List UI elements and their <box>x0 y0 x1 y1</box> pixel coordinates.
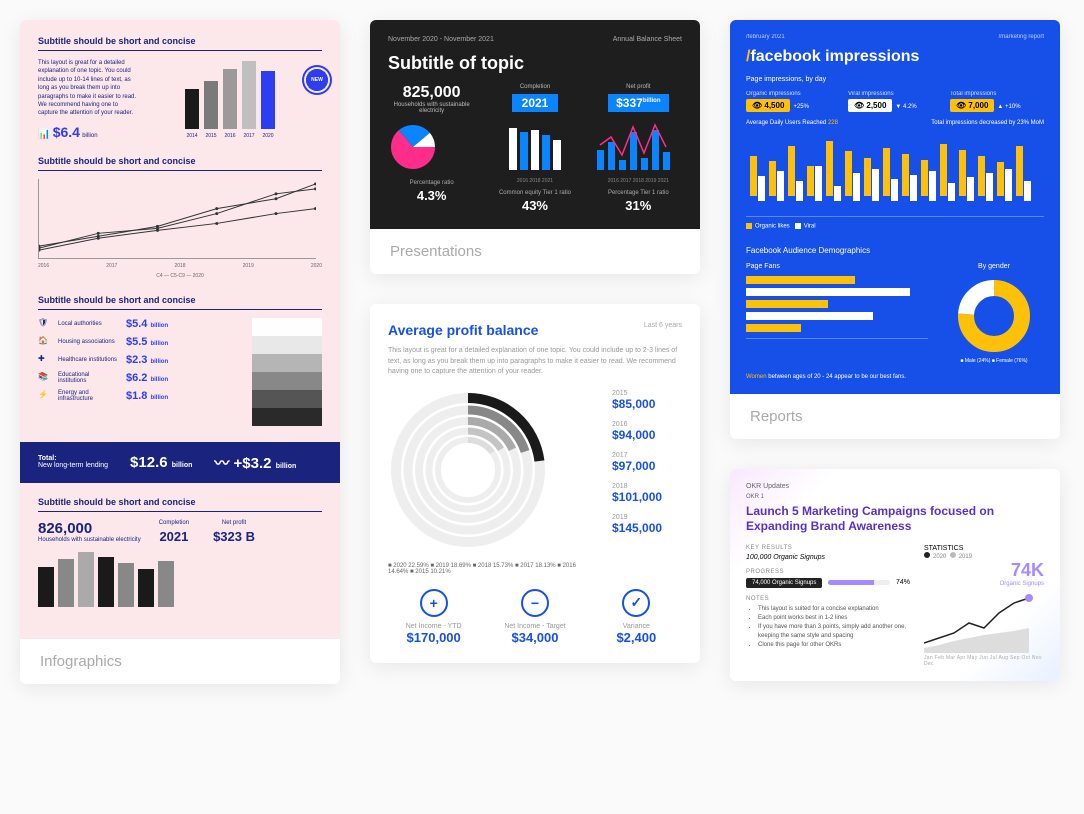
new-badge: NEW <box>304 67 330 93</box>
section-title: Subtitle should be short and concise <box>38 295 322 310</box>
section-title: Subtitle should be short and concise <box>38 156 322 171</box>
bar-line-chart <box>595 120 675 170</box>
candle-chart <box>746 132 1044 217</box>
total-bar: Total:New long-term lending $12.6 billio… <box>20 442 340 483</box>
donut-chart <box>954 276 1034 356</box>
okr-title: Launch 5 Marketing Campaigns focused on … <box>746 504 1044 535</box>
chart-title: Average profit balance <box>388 322 682 338</box>
presentations-card: November 2020 - November 2021Annual Bala… <box>370 20 700 274</box>
line-chart <box>38 179 316 259</box>
reports-card: /february 2021/marketing report facebook… <box>730 20 1060 439</box>
okr-card: OKR Updates OKR 1 Launch 5 Marketing Cam… <box>730 469 1060 681</box>
section-title: Subtitle should be short and concise <box>38 497 322 512</box>
card-label: Reports <box>730 394 1060 439</box>
infographics-card: Subtitle should be short and concise Thi… <box>20 20 340 684</box>
presentation-title: Subtitle of topic <box>388 53 682 74</box>
ring-chart <box>388 390 548 550</box>
section-desc: This layout is great for a detailed expl… <box>38 59 138 118</box>
color-swatches <box>252 318 322 426</box>
stats-chart <box>924 593 1034 653</box>
report-title: facebook impressions <box>746 48 1044 66</box>
avg-profit-card: Last 6 years Average profit balance This… <box>370 304 700 663</box>
pie-chart <box>388 122 438 172</box>
section-title: Subtitle should be short and concise <box>38 36 322 51</box>
card-label: Infographics <box>20 639 340 684</box>
card-label: Presentations <box>370 229 700 274</box>
